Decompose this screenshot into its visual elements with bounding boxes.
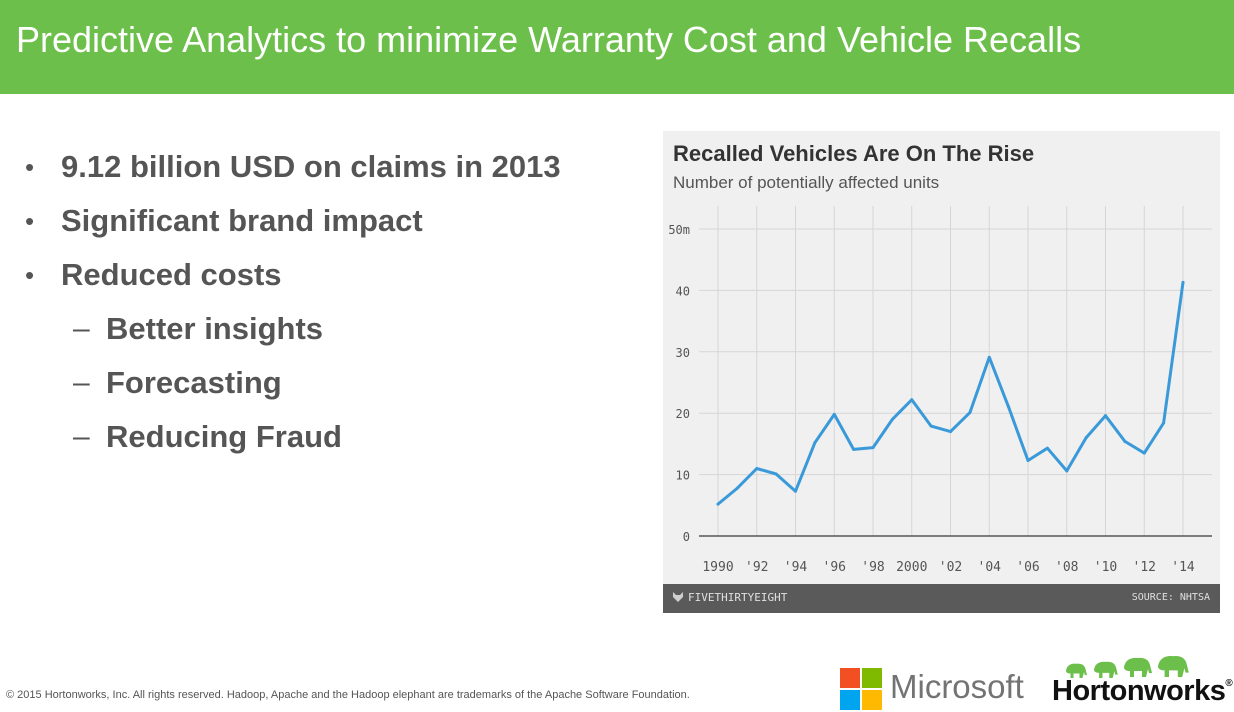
bullet-item: • Significant brand impact bbox=[0, 194, 640, 248]
fox-logo-icon bbox=[673, 592, 683, 602]
data-point bbox=[1045, 446, 1049, 450]
data-point bbox=[890, 417, 894, 421]
brand-label: FIVETHIRTYEIGHT bbox=[688, 591, 788, 604]
y-tick-label: 50m bbox=[668, 223, 690, 237]
elephant-shape bbox=[1066, 663, 1087, 678]
title-bar: Predictive Analytics to minimize Warrant… bbox=[0, 0, 1234, 94]
bullet-marker: • bbox=[25, 206, 35, 236]
x-tick-label: '96 bbox=[823, 560, 846, 575]
line-chart: 0 10 20 30 40 50m 1990 '92 '94 '96 '98 2000 '02 '04 '0… bbox=[668, 206, 1212, 575]
data-point bbox=[852, 447, 856, 451]
chart-footer: FIVETHIRTYEIGHT SOURCE: NHTSA bbox=[663, 584, 1220, 613]
registered-mark: ® bbox=[1225, 678, 1233, 689]
data-point bbox=[735, 486, 739, 490]
x-tick-label: '12 bbox=[1133, 560, 1156, 575]
data-point bbox=[871, 446, 875, 450]
bullet-list: • 9.12 billion USD on claims in 2013 • Sign… bbox=[0, 140, 640, 464]
bullet-item: – Better insights bbox=[0, 302, 640, 356]
data-point bbox=[716, 502, 720, 506]
data-point bbox=[832, 412, 836, 416]
data-point bbox=[968, 411, 972, 415]
bullet-text: Reducing Fraud bbox=[106, 419, 342, 454]
hortonworks-label: Hortonworks bbox=[1052, 675, 1226, 707]
fivethirtyeight-brand: FIVETHIRTYEIGHT bbox=[673, 591, 787, 604]
data-point bbox=[813, 441, 817, 445]
data-point bbox=[1123, 439, 1127, 443]
x-tick-label: '10 bbox=[1094, 560, 1117, 575]
slide-title: Predictive Analytics to minimize Warrant… bbox=[16, 19, 1082, 60]
data-point bbox=[949, 430, 952, 434]
y-tick-label: 40 bbox=[676, 284, 690, 298]
bullet-marker: – bbox=[73, 366, 90, 399]
source-label: SOURCE: NHTSA bbox=[1131, 592, 1210, 603]
chart-subtitle: Number of potentially affected units bbox=[673, 173, 940, 192]
x-tick-label: '14 bbox=[1171, 560, 1195, 575]
bullet-text: Significant brand impact bbox=[61, 203, 423, 238]
y-tick-label: 10 bbox=[676, 469, 690, 483]
data-point bbox=[1065, 469, 1069, 473]
data-point bbox=[1162, 421, 1166, 425]
elephant-shape bbox=[1124, 657, 1152, 677]
data-point bbox=[755, 466, 759, 470]
x-tick-label: '06 bbox=[1016, 560, 1039, 575]
chart-title: Recalled Vehicles Are On The Rise bbox=[673, 141, 1035, 166]
data-point bbox=[1142, 451, 1146, 455]
data-point bbox=[794, 489, 797, 493]
y-tick-label: 20 bbox=[676, 407, 690, 421]
bullet-text: Better insights bbox=[106, 311, 324, 346]
x-tick-label: '04 bbox=[978, 560, 1002, 575]
data-point bbox=[1104, 414, 1107, 418]
data-point bbox=[929, 424, 933, 428]
elephant-shape bbox=[1094, 661, 1118, 678]
elephant-shape bbox=[1158, 655, 1189, 677]
bullet-item: • Reduced costs bbox=[0, 248, 640, 302]
data-point bbox=[1007, 405, 1011, 409]
x-tick-label: 2000 bbox=[896, 560, 927, 575]
bullet-text: 9.12 billion USD on claims in 2013 bbox=[61, 149, 561, 184]
data-point bbox=[1181, 280, 1185, 284]
bullet-text: Forecasting bbox=[106, 365, 282, 400]
bullet-item: – Reducing Fraud bbox=[0, 410, 640, 464]
x-tick-label: '02 bbox=[939, 560, 962, 575]
data-point bbox=[1084, 436, 1088, 440]
hortonworks-logo: Hortonworks® bbox=[1052, 675, 1233, 708]
copyright-text: © 2015 Hortonworks, Inc. All rights rese… bbox=[6, 689, 690, 701]
data-point bbox=[987, 355, 991, 359]
x-tick-label: '98 bbox=[861, 560, 884, 575]
bullet-item: • 9.12 billion USD on claims in 2013 bbox=[0, 140, 640, 194]
data-point bbox=[774, 472, 778, 476]
y-tick-label: 0 bbox=[683, 530, 690, 544]
hortonworks-elephants-icon bbox=[1066, 655, 1189, 678]
x-tick-label: '08 bbox=[1055, 560, 1078, 575]
x-tick-label: '94 bbox=[784, 560, 808, 575]
bullet-marker: • bbox=[25, 260, 35, 290]
bullet-marker: – bbox=[73, 312, 90, 345]
bullet-marker: – bbox=[73, 420, 90, 453]
x-tick-label: '92 bbox=[745, 560, 768, 575]
bullet-item: – Forecasting bbox=[0, 356, 640, 410]
data-point bbox=[910, 398, 914, 402]
microsoft-logo-icon bbox=[840, 668, 882, 710]
x-tick-label: 1990 bbox=[702, 560, 733, 575]
data-point bbox=[1026, 458, 1030, 462]
bullet-marker: • bbox=[25, 152, 35, 182]
chart-panel: 0 10 20 30 40 50m 1990 '92 '94 '96 '98 2000 '02 '04 '0… bbox=[663, 131, 1220, 613]
microsoft-label: Microsoft bbox=[890, 668, 1024, 705]
y-tick-label: 30 bbox=[676, 346, 690, 360]
bullet-text: Reduced costs bbox=[61, 257, 282, 292]
